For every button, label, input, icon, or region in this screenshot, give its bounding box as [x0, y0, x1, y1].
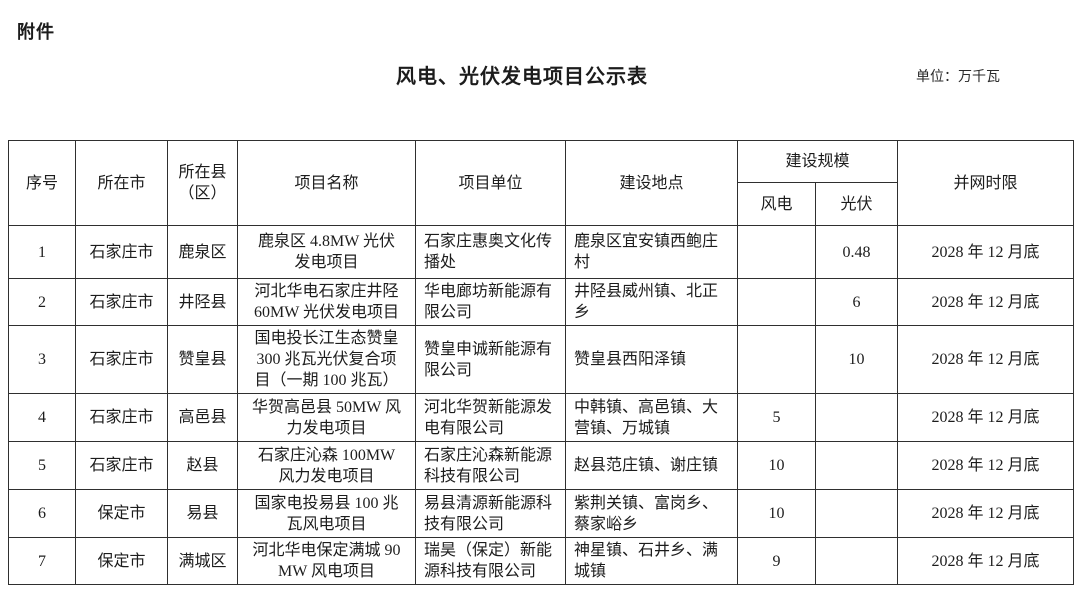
- attachment-label: 附件: [17, 22, 55, 42]
- cell-index: 6: [8, 489, 76, 538]
- cell-project-name: 石家庄沁森 100MW 风力发电项目: [237, 441, 416, 490]
- cell-location: 紫荆关镇、富岗乡、蔡家峪乡: [565, 489, 738, 538]
- table-row: 3 石家庄市 赞皇县 国电投长江生态赞皇 300 兆瓦光伏复合项目（一期 100 兆瓦…: [8, 325, 1075, 394]
- cell-index: 4: [8, 393, 76, 442]
- cell-project-name: 河北华电石家庄井陉 60MW 光伏发电项目: [237, 278, 416, 326]
- cell-county: 易县: [167, 489, 238, 538]
- header-scale-group: 建设规模: [736, 140, 899, 183]
- cell-county: 井陉县: [167, 278, 238, 326]
- cell-location: 中韩镇、高邑镇、大营镇、万城镇: [565, 393, 738, 442]
- cell-location: 井陉县威州镇、北正乡: [565, 278, 738, 326]
- cell-project-name: 鹿泉区 4.8MW 光伏发电项目: [237, 225, 416, 279]
- cell-index: 7: [8, 537, 76, 585]
- table-row: 4 石家庄市 高邑县 华贺高邑县 50MW 风力发电项目 河北华贺新能源发电有限公司 中韩…: [8, 393, 1075, 442]
- header-project-name: 项目名称: [237, 140, 416, 226]
- cell-project-unit: 石家庄沁森新能源科技有限公司: [415, 441, 566, 490]
- cell-solar: [814, 537, 899, 585]
- cell-wind: [737, 225, 816, 279]
- cell-project-unit: 瑞昊（保定）新能源科技有限公司: [415, 537, 566, 585]
- cell-index: 2: [8, 278, 76, 326]
- cell-county: 赞皇县: [167, 325, 238, 394]
- cell-solar: [814, 489, 899, 538]
- cell-deadline: 2028 年 12 月底: [897, 489, 1075, 538]
- cell-city: 保定市: [75, 537, 168, 585]
- cell-city: 石家庄市: [75, 325, 168, 394]
- table-row: 1 石家庄市 鹿泉区 鹿泉区 4.8MW 光伏发电项目 石家庄惠奥文化传播处 鹿泉区宜安镇…: [8, 225, 1075, 279]
- cell-county: 高邑县: [167, 393, 238, 442]
- cell-project-name: 华贺高邑县 50MW 风力发电项目: [237, 393, 416, 442]
- table-row: 7 保定市 满城区 河北华电保定满城 90MW 风电项目 瑞昊（保定）新能源科技有限公司…: [8, 537, 1075, 585]
- cell-city: 石家庄市: [75, 441, 168, 490]
- cell-solar: 6: [814, 278, 899, 326]
- cell-location: 鹿泉区宜安镇西鲍庄村: [565, 225, 738, 279]
- cell-county: 鹿泉区: [167, 225, 238, 279]
- cell-city: 石家庄市: [75, 393, 168, 442]
- cell-city: 石家庄市: [75, 225, 168, 279]
- cell-location: 赵县范庄镇、谢庄镇: [565, 441, 738, 490]
- cell-project-name: 国电投长江生态赞皇 300 兆瓦光伏复合项目（一期 100 兆瓦）: [237, 325, 416, 394]
- cell-deadline: 2028 年 12 月底: [897, 278, 1075, 326]
- cell-index: 3: [8, 325, 76, 394]
- cell-project-unit: 易县清源新能源科技有限公司: [415, 489, 566, 538]
- header-deadline: 并网时限: [897, 140, 1075, 226]
- cell-wind: 10: [737, 489, 816, 538]
- header-location: 建设地点: [565, 140, 738, 226]
- cell-deadline: 2028 年 12 月底: [897, 325, 1075, 394]
- table-body: 1 石家庄市 鹿泉区 鹿泉区 4.8MW 光伏发电项目 石家庄惠奥文化传播处 鹿泉区宜安镇…: [8, 225, 1075, 585]
- cell-project-name: 河北华电保定满城 90MW 风电项目: [237, 537, 416, 585]
- cell-solar: [814, 441, 899, 490]
- cell-solar: 10: [814, 325, 899, 394]
- cell-city: 石家庄市: [75, 278, 168, 326]
- cell-deadline: 2028 年 12 月底: [897, 225, 1075, 279]
- projects-table: 序号 所在市 所在县（区） 项目名称 项目单位 建设地点 建设规模 并网时限 风…: [8, 140, 1075, 585]
- table-row: 2 石家庄市 井陉县 河北华电石家庄井陉 60MW 光伏发电项目 华电廊坊新能源有限公司…: [8, 278, 1075, 326]
- cell-wind: [737, 325, 816, 394]
- cell-project-unit: 赞皇申诚新能源有限公司: [415, 325, 566, 394]
- table-row: 5 石家庄市 赵县 石家庄沁森 100MW 风力发电项目 石家庄沁森新能源科技有限公司赵…: [8, 441, 1075, 490]
- header-project-unit: 项目单位: [415, 140, 566, 226]
- cell-wind: 9: [737, 537, 816, 585]
- header-city: 所在市: [75, 140, 168, 226]
- title-row: 风电、光伏发电项目公示表: [0, 60, 1044, 89]
- cell-solar: 0.48: [814, 225, 899, 279]
- cell-project-unit: 石家庄惠奥文化传播处: [415, 225, 566, 279]
- cell-county: 满城区: [167, 537, 238, 585]
- cell-location: 赞皇县西阳泽镇: [565, 325, 738, 394]
- header-solar: 光伏: [814, 182, 899, 226]
- cell-wind: [737, 278, 816, 326]
- cell-wind: 5: [737, 393, 816, 442]
- cell-location: 神星镇、石井乡、满城镇: [565, 537, 738, 585]
- header-index: 序号: [8, 140, 76, 226]
- table-row: 6 保定市 易县 国家电投易县 100 兆瓦风电项目 易县清源新能源科技有限公司 紫荆关镇…: [8, 489, 1075, 538]
- cell-wind: 10: [737, 441, 816, 490]
- table-header: 序号 所在市 所在县（区） 项目名称 项目单位 建设地点 建设规模 并网时限 风…: [8, 140, 1075, 226]
- header-wind: 风电: [737, 182, 816, 226]
- cell-solar: [814, 393, 899, 442]
- cell-deadline: 2028 年 12 月底: [897, 441, 1075, 490]
- unit-label: 单位：万千瓦: [916, 70, 1000, 85]
- header-county: 所在县（区）: [167, 140, 238, 226]
- cell-index: 1: [8, 225, 76, 279]
- cell-project-unit: 河北华贺新能源发电有限公司: [415, 393, 566, 442]
- cell-deadline: 2028 年 12 月底: [897, 393, 1075, 442]
- cell-index: 5: [8, 441, 76, 490]
- cell-project-unit: 华电廊坊新能源有限公司: [415, 278, 566, 326]
- page-title: 风电、光伏发电项目公示表: [396, 66, 648, 88]
- cell-city: 保定市: [75, 489, 168, 538]
- cell-project-name: 国家电投易县 100 兆瓦风电项目: [237, 489, 416, 538]
- cell-county: 赵县: [167, 441, 238, 490]
- cell-deadline: 2028 年 12 月底: [897, 537, 1075, 585]
